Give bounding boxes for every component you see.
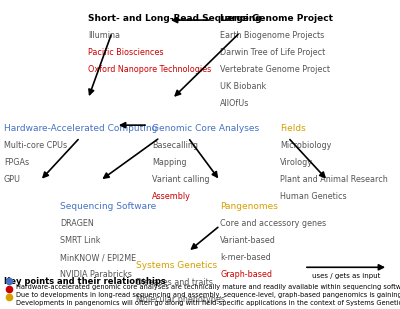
Text: Genomic Core Analyses: Genomic Core Analyses	[152, 124, 259, 133]
Text: Sequencing Software: Sequencing Software	[60, 202, 156, 211]
Text: Pacific Biosciences: Pacific Biosciences	[88, 48, 164, 57]
Text: Developments in pangenomics will often go along with field-specific applications: Developments in pangenomics will often g…	[16, 300, 400, 306]
Text: Large Genome Project: Large Genome Project	[220, 14, 333, 23]
Text: Multi-core CPUs: Multi-core CPUs	[4, 141, 67, 150]
Text: uses / gets as input: uses / gets as input	[312, 273, 380, 279]
Text: Microbiology: Microbiology	[280, 141, 331, 150]
Text: DRAGEN: DRAGEN	[60, 219, 94, 228]
Text: MinKNOW / EPI2ME: MinKNOW / EPI2ME	[60, 253, 136, 262]
Text: Mapping: Mapping	[152, 158, 186, 167]
Text: Variant-based: Variant-based	[220, 236, 276, 245]
Text: FPGAs: FPGAs	[4, 158, 29, 167]
Text: Human Genetics: Human Genetics	[280, 192, 347, 201]
Text: Illumina: Illumina	[88, 31, 120, 40]
Text: Earth Biogenome Projects: Earth Biogenome Projects	[220, 31, 324, 40]
Text: AllOfUs: AllOfUs	[220, 99, 249, 108]
Text: Core and accessory genes: Core and accessory genes	[220, 219, 326, 228]
Text: Hardware-accelerated genomic core analyses are technically mature and readily av: Hardware-accelerated genomic core analys…	[16, 284, 400, 290]
Text: Fields: Fields	[280, 124, 306, 133]
Text: Diseases and traits: Diseases and traits	[136, 278, 213, 287]
Text: Key points and their relationships: Key points and their relationships	[4, 277, 166, 286]
Text: NVIDIA Parabricks: NVIDIA Parabricks	[60, 270, 132, 279]
Text: Oxford Nanopore Technologies: Oxford Nanopore Technologies	[88, 65, 211, 74]
Text: Pangenomes: Pangenomes	[220, 202, 278, 211]
Text: Plant and Animal Research: Plant and Animal Research	[280, 175, 388, 184]
Text: GPU: GPU	[4, 175, 21, 184]
Text: Basecalling: Basecalling	[152, 141, 198, 150]
Text: Darwin Tree of Life Project: Darwin Tree of Life Project	[220, 48, 325, 57]
Text: Short- and Long-Read Sequencing: Short- and Long-Read Sequencing	[88, 14, 262, 23]
Text: Systems Genetics: Systems Genetics	[136, 261, 217, 270]
Text: Assembly: Assembly	[152, 192, 191, 201]
Text: Virology: Virology	[280, 158, 313, 167]
Text: Graph-based: Graph-based	[220, 270, 272, 279]
Text: Due to developments in long-read sequencing and assembly, sequence-level, graph-: Due to developments in long-read sequenc…	[16, 292, 400, 298]
Text: k-mer-based: k-mer-based	[220, 253, 271, 262]
Text: Hardware-Accelerated Computing: Hardware-Accelerated Computing	[4, 124, 157, 133]
Text: UK Biobank: UK Biobank	[220, 82, 266, 91]
Text: Variant calling: Variant calling	[152, 175, 210, 184]
Text: Molecular phenotypes: Molecular phenotypes	[136, 295, 225, 304]
Text: Vertebrate Genome Project: Vertebrate Genome Project	[220, 65, 330, 74]
Text: SMRT Link: SMRT Link	[60, 236, 100, 245]
